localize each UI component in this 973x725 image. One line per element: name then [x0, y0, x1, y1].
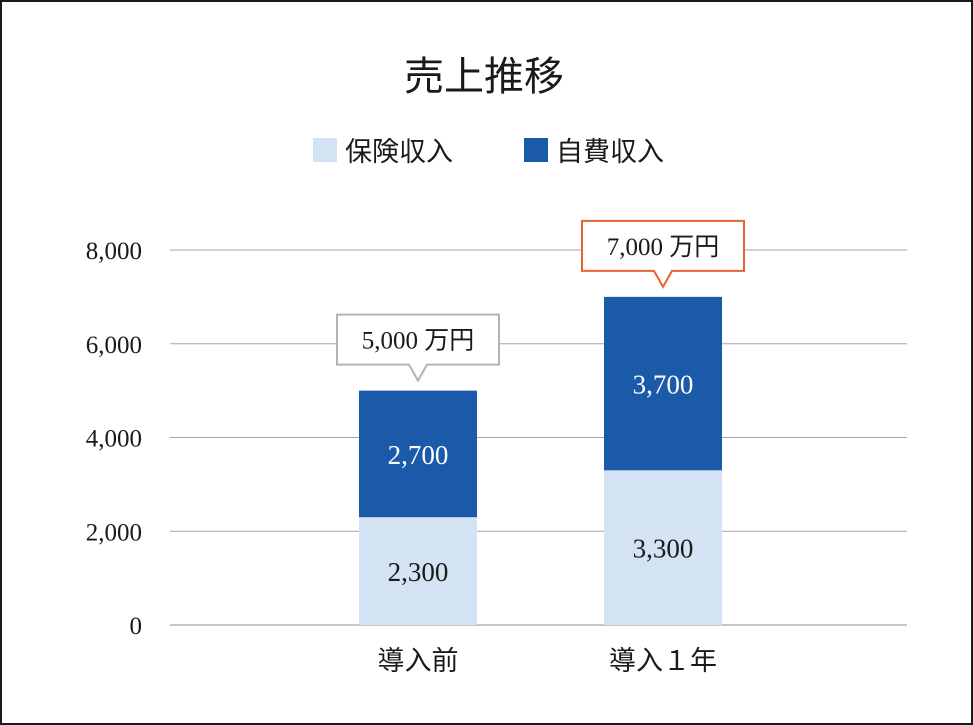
legend-label-self-pay: 自費収入 — [556, 137, 664, 167]
total-callouts: 5,000 万円 7,000 万円 — [336, 219, 745, 383]
total-callout-label: 5,000 万円 — [362, 328, 475, 355]
total-callout-box — [336, 313, 500, 383]
x-tick-label: 導入前 — [378, 646, 459, 676]
y-tick-label: 6,000 — [86, 332, 142, 359]
legend-swatch-self-pay — [524, 138, 548, 162]
data-label: 3,300 — [633, 534, 694, 564]
y-tick-label: 2,000 — [86, 519, 142, 546]
y-tick-label: 0 — [130, 613, 143, 640]
y-axis: 0 2,000 4,000 6,000 8,000 — [86, 238, 142, 640]
legend-label-insurance: 保険収入 — [345, 137, 453, 167]
data-label: 2,300 — [388, 557, 449, 587]
y-tick-label: 8,000 — [86, 238, 142, 265]
total-callout-box — [581, 219, 745, 289]
legend: 保険収入 自費収入 — [313, 137, 664, 167]
x-tick-label: 導入１年 — [609, 646, 717, 676]
bars: 2,300 2,700 3,300 3,700 — [359, 296, 722, 625]
bar-segment — [604, 296, 722, 471]
bar-segment — [604, 470, 722, 625]
bar-segment — [359, 390, 477, 518]
y-tick-label: 4,000 — [86, 426, 142, 453]
legend-swatch-insurance — [313, 138, 337, 162]
data-label: 3,700 — [633, 370, 694, 400]
x-axis: 導入前 導入１年 — [378, 646, 718, 676]
gridlines — [170, 249, 907, 626]
total-callout-label: 7,000 万円 — [607, 234, 720, 261]
data-label: 2,700 — [388, 440, 449, 470]
chart-title: 売上推移 — [404, 54, 564, 99]
bar-segment — [359, 517, 477, 625]
